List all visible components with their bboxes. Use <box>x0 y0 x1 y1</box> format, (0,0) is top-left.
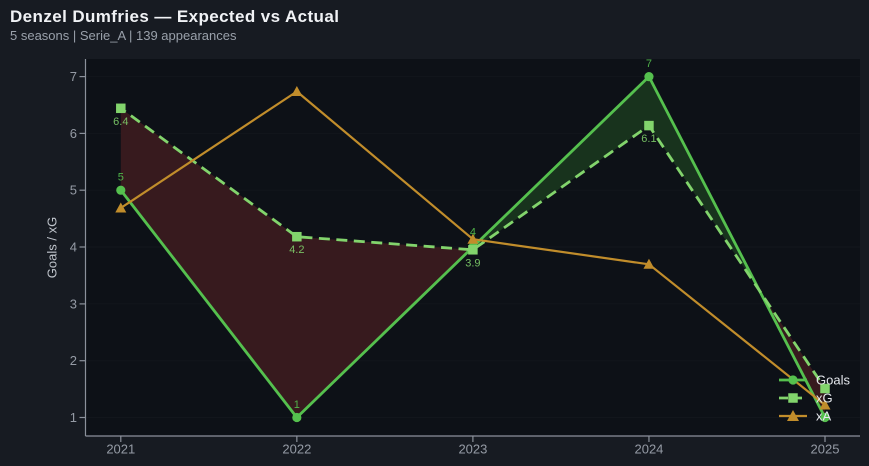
svg-text:2022: 2022 <box>282 442 311 457</box>
svg-text:xA: xA <box>816 409 832 424</box>
svg-text:6.4: 6.4 <box>113 116 128 128</box>
svg-text:xG: xG <box>816 391 833 406</box>
svg-text:5: 5 <box>70 183 77 198</box>
svg-text:2024: 2024 <box>634 442 663 457</box>
svg-text:Goals: Goals <box>816 373 850 388</box>
svg-text:6.1: 6.1 <box>641 133 656 145</box>
svg-text:1: 1 <box>294 399 300 411</box>
svg-text:Goals / xG: Goals / xG <box>45 217 60 278</box>
svg-text:2021: 2021 <box>106 442 135 457</box>
svg-text:2023: 2023 <box>458 442 487 457</box>
svg-text:3: 3 <box>70 296 77 311</box>
svg-text:7: 7 <box>646 58 652 70</box>
svg-text:5: 5 <box>118 172 124 184</box>
svg-text:7: 7 <box>70 69 77 84</box>
svg-text:6: 6 <box>70 126 77 141</box>
svg-text:3.9: 3.9 <box>465 257 480 269</box>
svg-text:1: 1 <box>70 410 77 425</box>
svg-text:4: 4 <box>70 240 77 255</box>
svg-text:4: 4 <box>470 227 476 239</box>
svg-text:2: 2 <box>70 353 77 368</box>
svg-text:4.2: 4.2 <box>289 244 304 256</box>
svg-text:2025: 2025 <box>811 442 840 457</box>
